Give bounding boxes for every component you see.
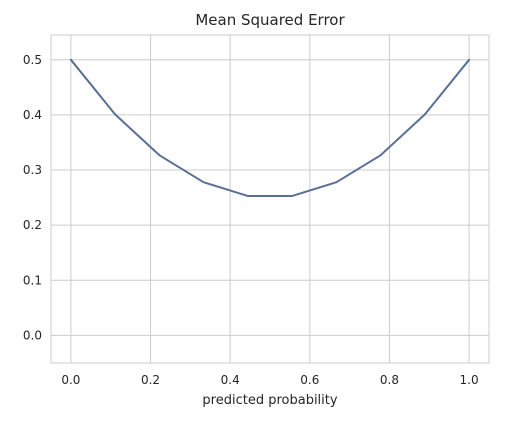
y-tick-label: 0.1 [23, 273, 42, 287]
data-point [379, 154, 382, 156]
x-tick-label: 0.0 [61, 373, 80, 387]
y-tick-label: 0.4 [23, 108, 42, 122]
x-tick-label: 1.0 [460, 373, 479, 387]
series-line [69, 58, 471, 197]
y-axis-ticks: 0.0 0.1 0.2 0.3 0.4 0.5 [23, 53, 42, 343]
x-tick-label: 0.8 [380, 373, 399, 387]
y-tick-label: 0.0 [23, 328, 42, 342]
x-axis-label: predicted probability [202, 393, 337, 408]
grid [51, 35, 489, 363]
y-tick-label: 0.2 [23, 218, 42, 232]
y-tick-label: 0.5 [23, 53, 42, 67]
plot-area-frame [50, 34, 490, 364]
data-point [335, 181, 338, 183]
x-axis-ticks: 0.0 0.2 0.4 0.6 0.8 1.0 [61, 373, 478, 387]
data-point [424, 113, 426, 116]
x-tick-label: 0.4 [221, 373, 240, 387]
data-point [291, 195, 294, 197]
data-point [70, 59, 72, 61]
data-point [114, 113, 116, 116]
data-point [202, 181, 205, 183]
data-point [158, 154, 161, 156]
data-point [468, 59, 470, 61]
data-point [246, 195, 249, 197]
x-tick-label: 0.6 [300, 373, 319, 387]
chart-title: Mean Squared Error [195, 11, 345, 29]
series-group [69, 58, 471, 197]
x-tick-label: 0.2 [141, 373, 160, 387]
y-tick-label: 0.3 [23, 163, 42, 177]
